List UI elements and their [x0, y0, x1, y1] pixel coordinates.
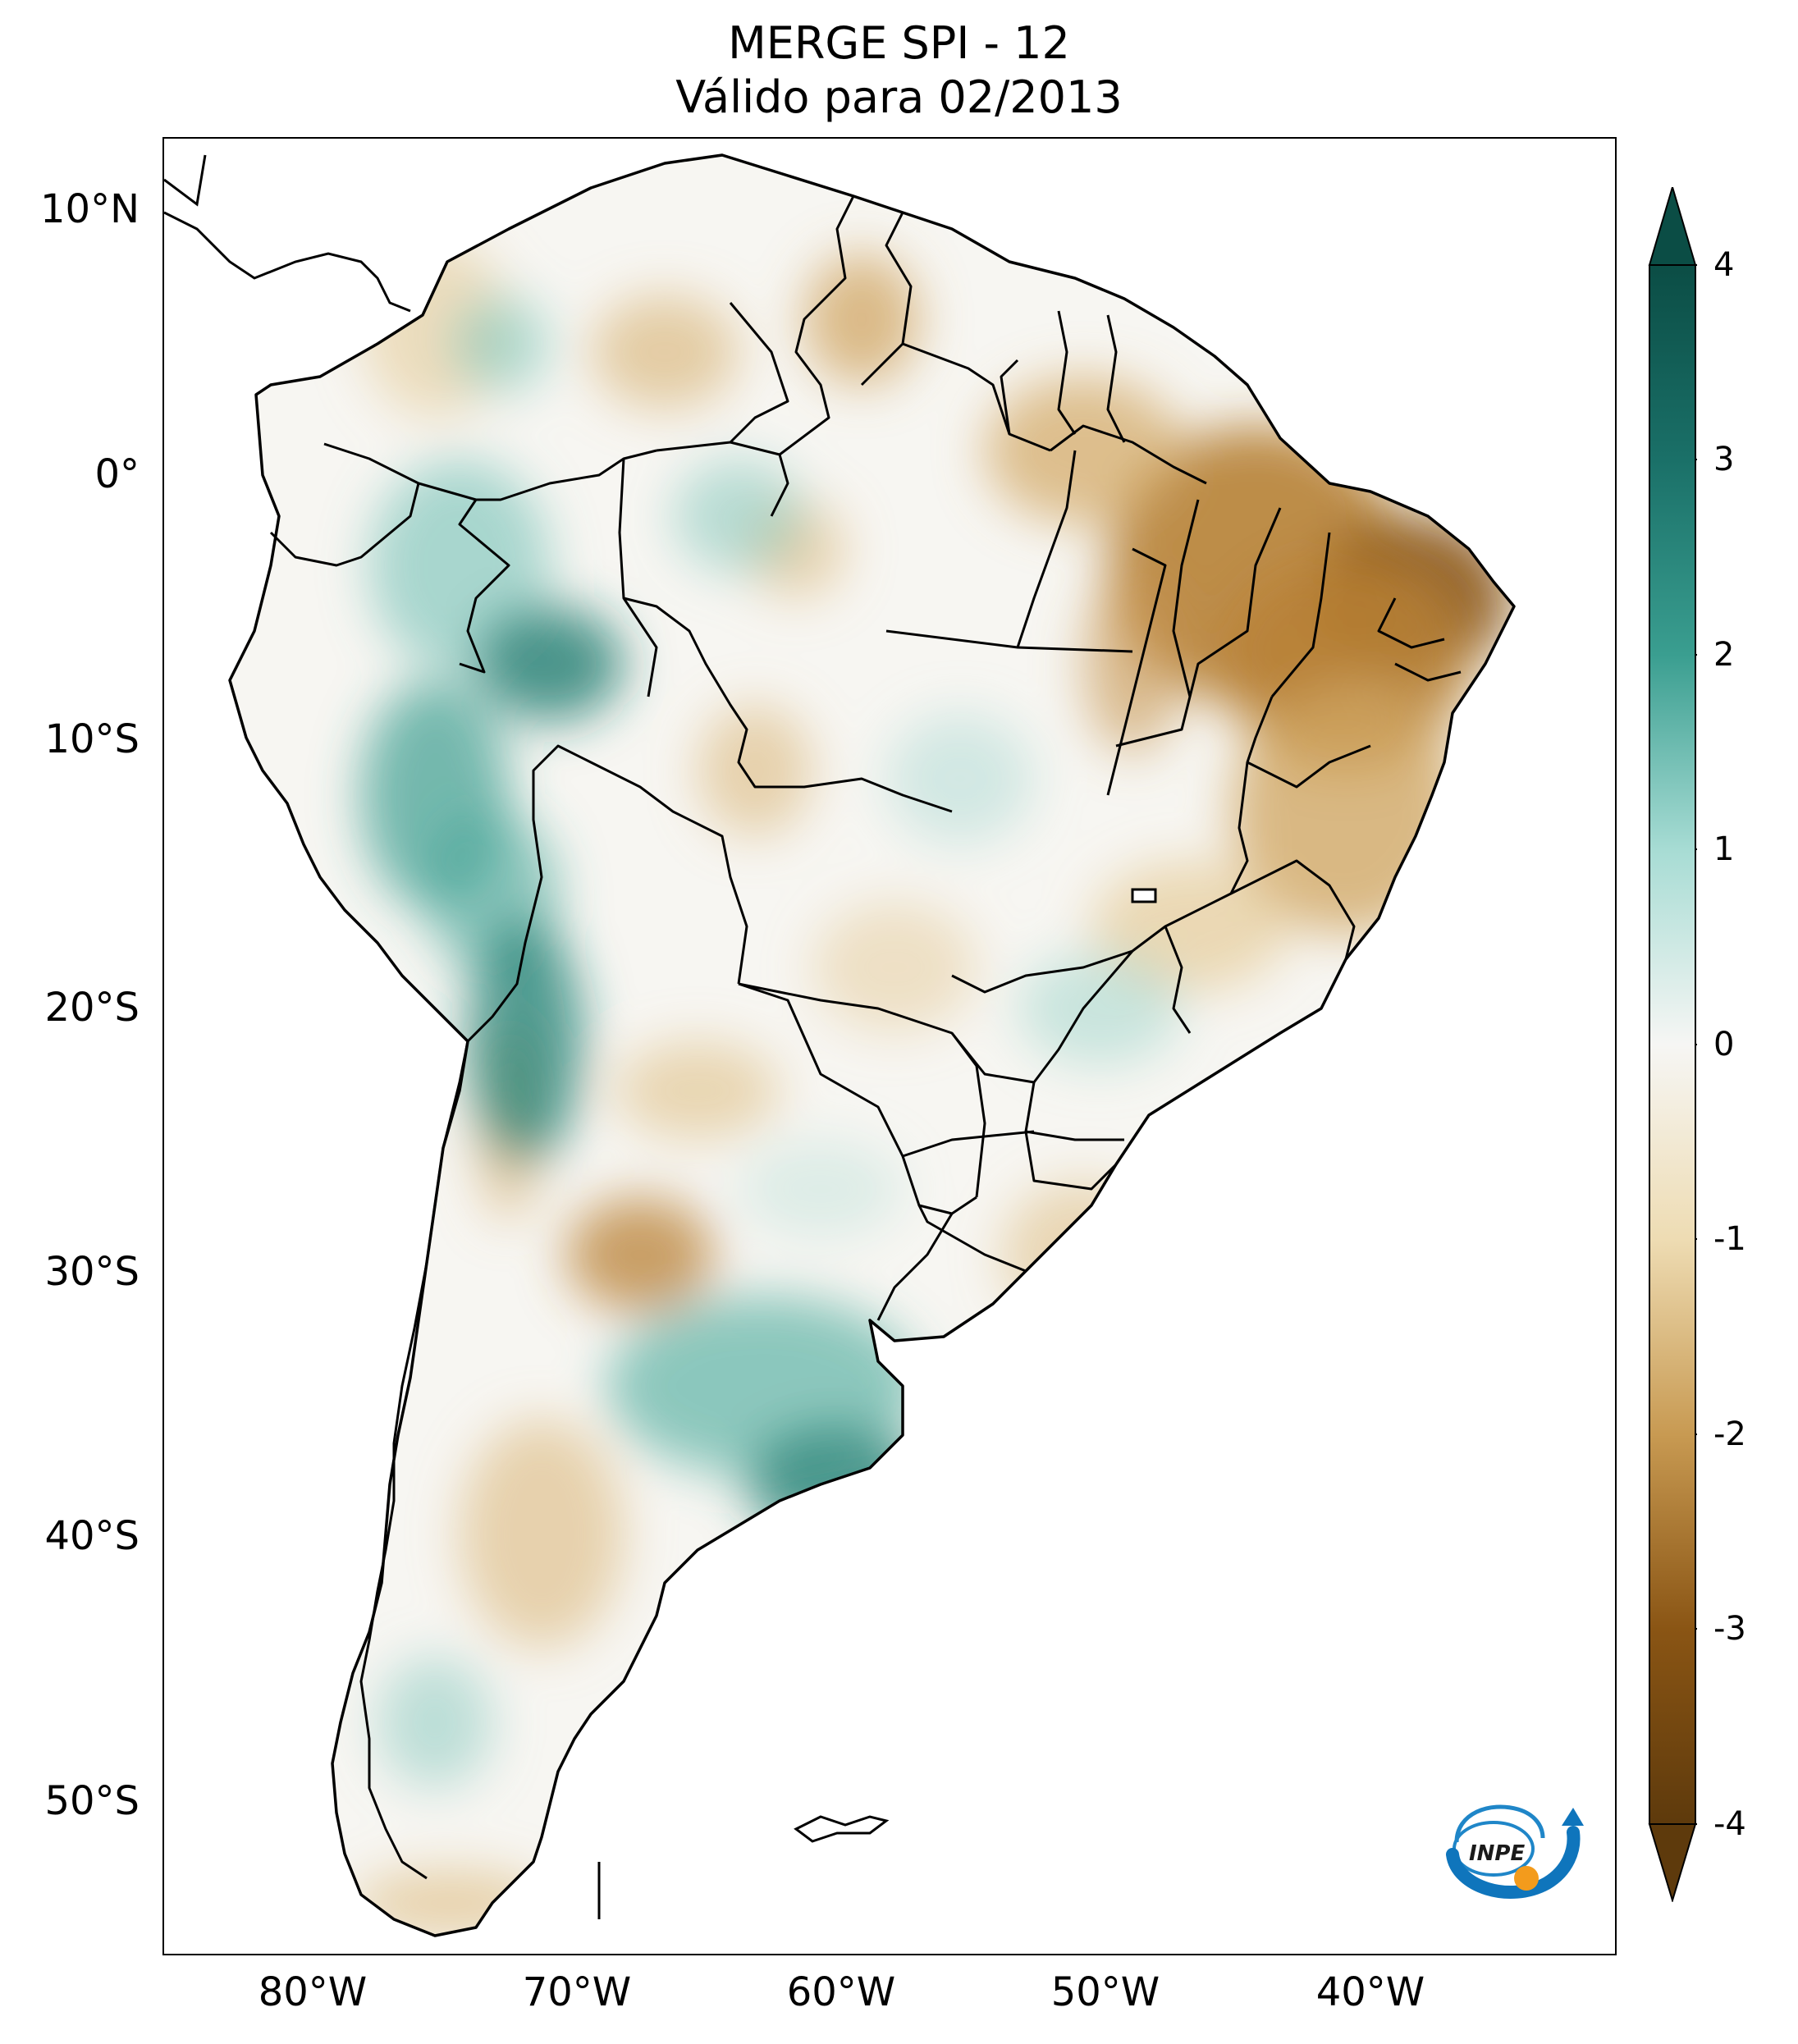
title-line-1: MERGE SPI - 12	[728, 17, 1070, 69]
colorbar-tick-4: 4	[1713, 246, 1735, 284]
colorbar-tick-neg3: -3	[1713, 1610, 1746, 1648]
colorbar-top-extend	[1648, 187, 1697, 266]
lat-label-20s: 20°S	[44, 985, 140, 1031]
lat-label-40s: 40°S	[44, 1513, 140, 1559]
map-panel	[162, 137, 1617, 1955]
title-line-2: Válido para 02/2013	[675, 71, 1123, 123]
colorbar-tick-0: 0	[1713, 1026, 1735, 1063]
lat-label-10s: 10°S	[44, 716, 140, 762]
country-borders	[269, 195, 1462, 1919]
federal-district	[1131, 888, 1157, 903]
colorbar-bottom-extend	[1648, 1823, 1697, 1902]
south-america-spi-map	[164, 153, 1516, 1937]
lon-label-80w: 80°W	[258, 1969, 368, 2015]
logo-text: INPE	[1469, 1841, 1525, 1866]
chart-title: MERGE SPI - 12 Válido para 02/2013	[0, 16, 1798, 125]
colorbar-tick-neg1: -1	[1713, 1220, 1746, 1258]
colorbar-tick-2: 2	[1713, 636, 1735, 674]
lon-label-40w: 40°W	[1315, 1969, 1425, 2015]
lat-label-10n: 10°N	[40, 186, 140, 232]
lat-label-0: 0°	[94, 451, 140, 497]
colorbar-tick-neg2: -2	[1713, 1415, 1746, 1453]
colorbar-tick-neg4: -4	[1713, 1805, 1746, 1843]
lat-label-50s: 50°S	[44, 1778, 140, 1824]
lat-label-30s: 30°S	[44, 1249, 140, 1295]
falkland-islands	[794, 1815, 890, 1843]
spi-colorbar	[1648, 187, 1697, 1902]
lon-label-70w: 70°W	[522, 1969, 632, 2015]
spi-field	[353, 237, 1510, 1936]
colorbar-gradient	[1649, 264, 1696, 1825]
central-america-coast	[164, 211, 411, 313]
inpe-logo: INPE	[1446, 1804, 1584, 1900]
lon-label-60w: 60°W	[786, 1969, 896, 2015]
colorbar-tick-3: 3	[1713, 441, 1735, 478]
lon-label-50w: 50°W	[1050, 1969, 1160, 2015]
colorbar-tick-1: 1	[1713, 830, 1735, 868]
